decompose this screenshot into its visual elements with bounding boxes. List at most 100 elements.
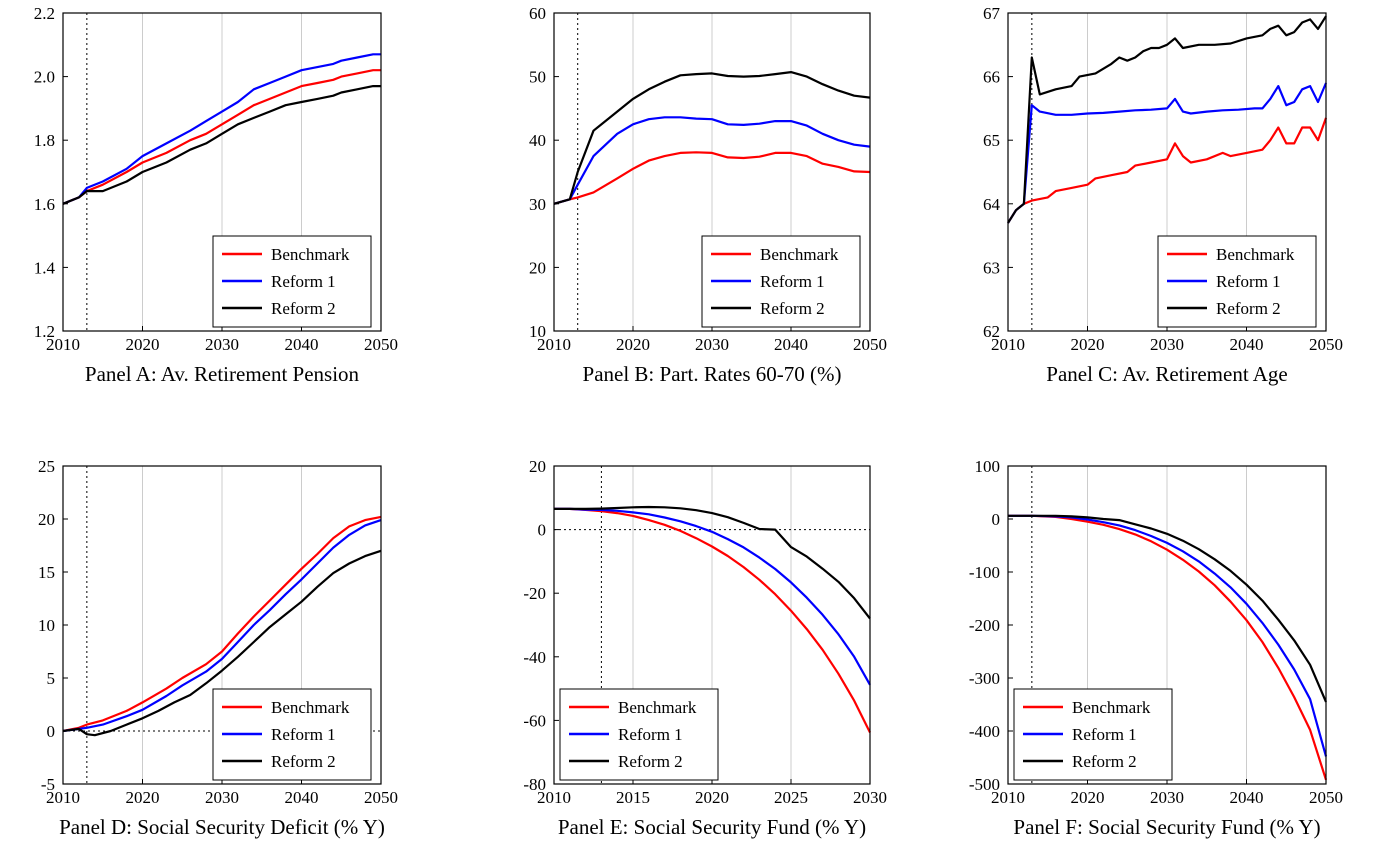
legend-label: Benchmark <box>1216 245 1295 264</box>
x-tick-label: 2025 <box>774 788 808 807</box>
series-line-reform-2 <box>62 549 382 737</box>
y-tick-label: 5 <box>47 669 56 688</box>
series-line-reform-2 <box>553 70 871 205</box>
y-tick-label: 0 <box>47 722 56 741</box>
chart-panel-6: 2010 2020 2030 2040 2050 -500 -400 -300 -200 -100… <box>969 457 1343 839</box>
legend-label: Reform 2 <box>271 299 336 318</box>
legend-label: Reform 1 <box>618 725 683 744</box>
x-tick-label: 2040 <box>1230 335 1264 354</box>
x-tick-label: 2040 <box>1230 788 1264 807</box>
y-tick-label: 20 <box>529 457 546 476</box>
legend-label: Reform 2 <box>760 299 825 318</box>
legend-label: Reform 1 <box>271 272 336 291</box>
y-tick-label: 10 <box>38 616 55 635</box>
y-tick-label: -60 <box>523 711 546 730</box>
y-tick-label: -500 <box>969 775 1000 794</box>
legend: Benchmark Reform 1 Reform 2 <box>701 235 861 328</box>
x-tick-label: 2050 <box>853 335 887 354</box>
y-tick-label: 0 <box>992 510 1001 529</box>
y-tick-label: 20 <box>38 510 55 529</box>
series-line-reform-1 <box>553 116 871 205</box>
y-tick-label: 20 <box>529 258 546 277</box>
legend-label: Benchmark <box>760 245 839 264</box>
panel-caption: Panel A: Av. Retirement Pension <box>85 362 360 386</box>
y-tick-label: -100 <box>969 563 1000 582</box>
series-line-benchmark <box>62 515 382 733</box>
legend-label: Reform 2 <box>1072 752 1137 771</box>
x-tick-label: 2040 <box>774 335 808 354</box>
panel-caption: Panel E: Social Security Fund (% Y) <box>558 815 866 839</box>
y-tick-label: -5 <box>41 775 55 794</box>
legend-label: Reform 2 <box>271 752 336 771</box>
x-tick-label: 2030 <box>1150 788 1184 807</box>
y-tick-label: -200 <box>969 616 1000 635</box>
legend: Benchmark Reform 1 Reform 2 <box>1013 688 1173 781</box>
panel-caption: Panel B: Part. Rates 60-70 (%) <box>583 362 842 386</box>
legend-label: Benchmark <box>271 245 350 264</box>
x-tick-label: 2010 <box>991 788 1025 807</box>
x-tick-label: 2030 <box>695 335 729 354</box>
x-tick-label: 2020 <box>695 788 729 807</box>
x-tick-label: 2020 <box>126 335 160 354</box>
x-tick-label: 2020 <box>616 335 650 354</box>
series-line-reform-2 <box>554 505 871 620</box>
series-line-benchmark <box>62 69 381 205</box>
panel-caption: Panel F: Social Security Fund (% Y) <box>1013 815 1320 839</box>
y-tick-label: 25 <box>38 457 55 476</box>
y-tick-label: -20 <box>523 584 546 603</box>
y-tick-label: -40 <box>523 648 546 667</box>
chart-panel-1: 2010 2020 2030 2040 2050 1.2 1.4 1.6 1.8 2.0 2.2 Be… <box>34 4 398 386</box>
x-tick-label: 2050 <box>1309 788 1343 807</box>
chart-panel-2: 2010 2020 2030 2040 2050102030405060Benchmar… <box>529 4 887 386</box>
y-tick-label: 40 <box>529 131 546 150</box>
x-tick-label: 2020 <box>1071 335 1105 354</box>
x-tick-label: 2010 <box>46 788 80 807</box>
y-tick-label: 50 <box>529 68 546 87</box>
y-tick-label: 15 <box>38 563 55 582</box>
y-tick-label: 1.4 <box>34 258 56 277</box>
y-tick-label: 65 <box>983 131 1000 150</box>
x-tick-label: 2030 <box>853 788 887 807</box>
legend: Benchmark Reform 1 Reform 2 <box>212 688 372 781</box>
panel-caption: Panel C: Av. Retirement Age <box>1046 362 1287 386</box>
y-tick-label: 67 <box>983 4 1001 23</box>
x-tick-label: 2020 <box>1071 788 1105 807</box>
series-line-benchmark <box>554 507 871 733</box>
legend-label: Benchmark <box>1072 698 1151 717</box>
legend-label: Reform 1 <box>271 725 336 744</box>
series-line-benchmark <box>553 151 871 205</box>
y-tick-label: 64 <box>983 195 1001 214</box>
legend: Benchmark Reform 1 Reform 2 <box>1157 235 1317 328</box>
x-tick-label: 2020 <box>126 788 160 807</box>
y-tick-label: -400 <box>969 722 1000 741</box>
x-tick-label: 2030 <box>1150 335 1184 354</box>
series-line-reform-2 <box>1008 514 1328 703</box>
y-tick-label: 66 <box>983 68 1000 87</box>
chart-panel-3: 2010 2020 2030 2040 2050 62 63 64 65 66 67 Benchmar… <box>983 4 1343 386</box>
panel-caption: Panel D: Social Security Deficit (% Y) <box>59 815 385 839</box>
x-tick-label: 2010 <box>537 788 571 807</box>
x-tick-label: 2015 <box>616 788 650 807</box>
series-line-reform-1 <box>1008 514 1328 757</box>
legend-label: Benchmark <box>271 698 350 717</box>
x-tick-label: 2010 <box>537 335 571 354</box>
y-tick-label: 62 <box>983 322 1000 341</box>
x-tick-label: 2040 <box>285 788 319 807</box>
legend-label: Reform 1 <box>1216 272 1281 291</box>
y-tick-label: 30 <box>529 195 546 214</box>
y-tick-label: -80 <box>523 775 546 794</box>
x-tick-label: 2030 <box>205 788 239 807</box>
y-tick-label: 2.2 <box>34 4 55 23</box>
x-tick-label: 2050 <box>1309 335 1343 354</box>
y-tick-label: 2.0 <box>34 68 55 87</box>
y-tick-label: -300 <box>969 669 1000 688</box>
chart-panel-4: 2010 2020 2030 2040 2050 -5 0 5 10 15 20 25 Benchmar… <box>38 457 398 839</box>
y-tick-label: 1.8 <box>34 131 55 150</box>
series-line-reform-1 <box>1007 82 1328 224</box>
y-tick-label: 1.6 <box>34 195 55 214</box>
legend: Benchmark Reform 1 Reform 2 <box>559 688 719 781</box>
legend-label: Reform 2 <box>1216 299 1281 318</box>
x-tick-label: 2050 <box>364 788 398 807</box>
y-tick-label: 60 <box>529 4 546 23</box>
